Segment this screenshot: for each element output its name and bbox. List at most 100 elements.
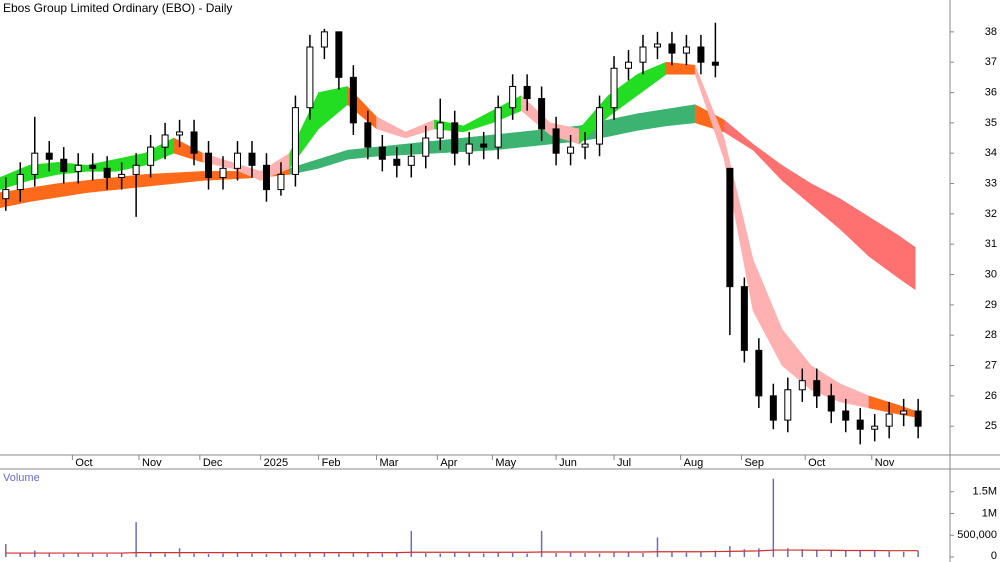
candle-body <box>74 164 82 172</box>
candle-body <box>176 131 184 136</box>
x-tick-label: Oct <box>808 457 825 469</box>
candle-body <box>596 107 604 145</box>
candle-body <box>567 146 575 154</box>
y-tick-label: 500,000 <box>957 529 997 541</box>
x-tick-label: 2025 <box>264 457 288 469</box>
candle-body <box>320 31 328 48</box>
x-tick-label: Feb <box>322 457 341 469</box>
volume-panel: 0 500,000 1M 1.5M <box>5 478 997 562</box>
candle-body <box>103 167 111 178</box>
y-tick-label: 33 <box>985 177 997 189</box>
x-tick-label: Sep <box>744 457 764 469</box>
x-tick-label: Jul <box>617 457 631 469</box>
candle-body <box>465 143 473 154</box>
candle-body <box>393 158 401 166</box>
candle-body <box>900 410 908 415</box>
candle-body <box>494 107 502 148</box>
x-tick-label: Oct <box>75 457 92 469</box>
candle-body <box>205 152 213 178</box>
candle-body <box>711 61 719 66</box>
x-tick-label: Nov <box>142 457 162 469</box>
candle-body <box>581 143 589 148</box>
chart-title: Ebos Group Limited Ordinary (EBO) - Dail… <box>3 1 232 15</box>
candle-body <box>755 349 763 397</box>
candle-body <box>668 43 676 54</box>
candle-body <box>856 419 864 430</box>
y-tick-label: 38 <box>985 26 997 38</box>
candle-body <box>2 189 10 200</box>
candle-body <box>697 46 705 63</box>
candle-body <box>436 122 444 139</box>
x-tick-label: Nov <box>875 457 895 469</box>
candle-body <box>89 164 97 169</box>
candle-body <box>798 380 806 391</box>
candle-body <box>262 164 270 191</box>
y-tick-label: 30 <box>985 268 997 280</box>
candle-body <box>422 137 430 157</box>
candle-body <box>364 122 372 148</box>
candle-body <box>639 46 647 63</box>
candle-body <box>784 389 792 421</box>
candle-body <box>769 395 777 421</box>
candle-body <box>277 173 285 191</box>
y-tick-label: 25 <box>985 420 997 432</box>
candle-body <box>45 152 53 160</box>
candle-body <box>161 134 169 148</box>
x-tick-label: Mar <box>380 457 399 469</box>
candle-body <box>509 85 517 109</box>
candle-body <box>842 410 850 421</box>
candle-body <box>16 173 24 191</box>
candle-body <box>653 43 661 48</box>
candle-body <box>31 152 39 175</box>
candle-body <box>552 128 560 154</box>
candle-body <box>335 31 343 78</box>
x-tick-label: Jun <box>559 457 577 469</box>
x-tick-label: Apr <box>440 457 457 469</box>
ma-band <box>897 234 916 291</box>
y-tick-label: 31 <box>985 238 997 250</box>
y-tick-label: 1.5M <box>973 486 997 498</box>
candle-body <box>349 76 357 124</box>
candle-body <box>118 173 126 178</box>
candle-body <box>190 131 198 154</box>
volume-average <box>5 549 919 554</box>
y-tick-label: 36 <box>985 86 997 98</box>
candle-body <box>871 425 879 430</box>
candle-body <box>291 107 299 175</box>
volume-label: Volume <box>3 472 40 484</box>
candle-body <box>132 164 140 175</box>
y-tick-label: 32 <box>985 208 997 220</box>
candle-body <box>60 158 68 172</box>
candle-body <box>726 167 734 288</box>
y-tick-label: 27 <box>985 359 997 371</box>
candle-body <box>914 410 922 427</box>
y-tick-label: 35 <box>985 117 997 129</box>
y-tick-label: 34 <box>985 147 997 159</box>
candle-body <box>219 167 227 178</box>
candle-body <box>407 155 415 166</box>
candle-body <box>610 67 618 109</box>
y-tick-label: 37 <box>985 56 997 68</box>
candle-body <box>480 143 488 148</box>
candle-body <box>378 146 386 160</box>
candle-body <box>813 380 821 397</box>
candle-body <box>740 286 748 351</box>
y-tick-label: 0 <box>991 550 997 562</box>
x-tick-label: May <box>495 457 516 469</box>
x-tick-label: Aug <box>684 457 704 469</box>
candle-body <box>885 413 893 427</box>
candle-body <box>682 46 690 54</box>
y-tick-label: 29 <box>985 299 997 311</box>
candle-body <box>827 395 835 412</box>
price-panel: 25 26 27 28 29 30 31 32 33 34 35 36 37 38 Oct Nov Dec 202… <box>0 22 997 469</box>
candle-body <box>451 122 459 154</box>
y-tick-label: 26 <box>985 390 997 402</box>
y-tick-label: 1M <box>982 507 997 519</box>
x-tick-label: Dec <box>203 457 223 469</box>
candle-body <box>625 61 633 69</box>
candle-body <box>248 152 256 166</box>
candle-body <box>538 98 546 130</box>
candle-body <box>306 46 314 109</box>
